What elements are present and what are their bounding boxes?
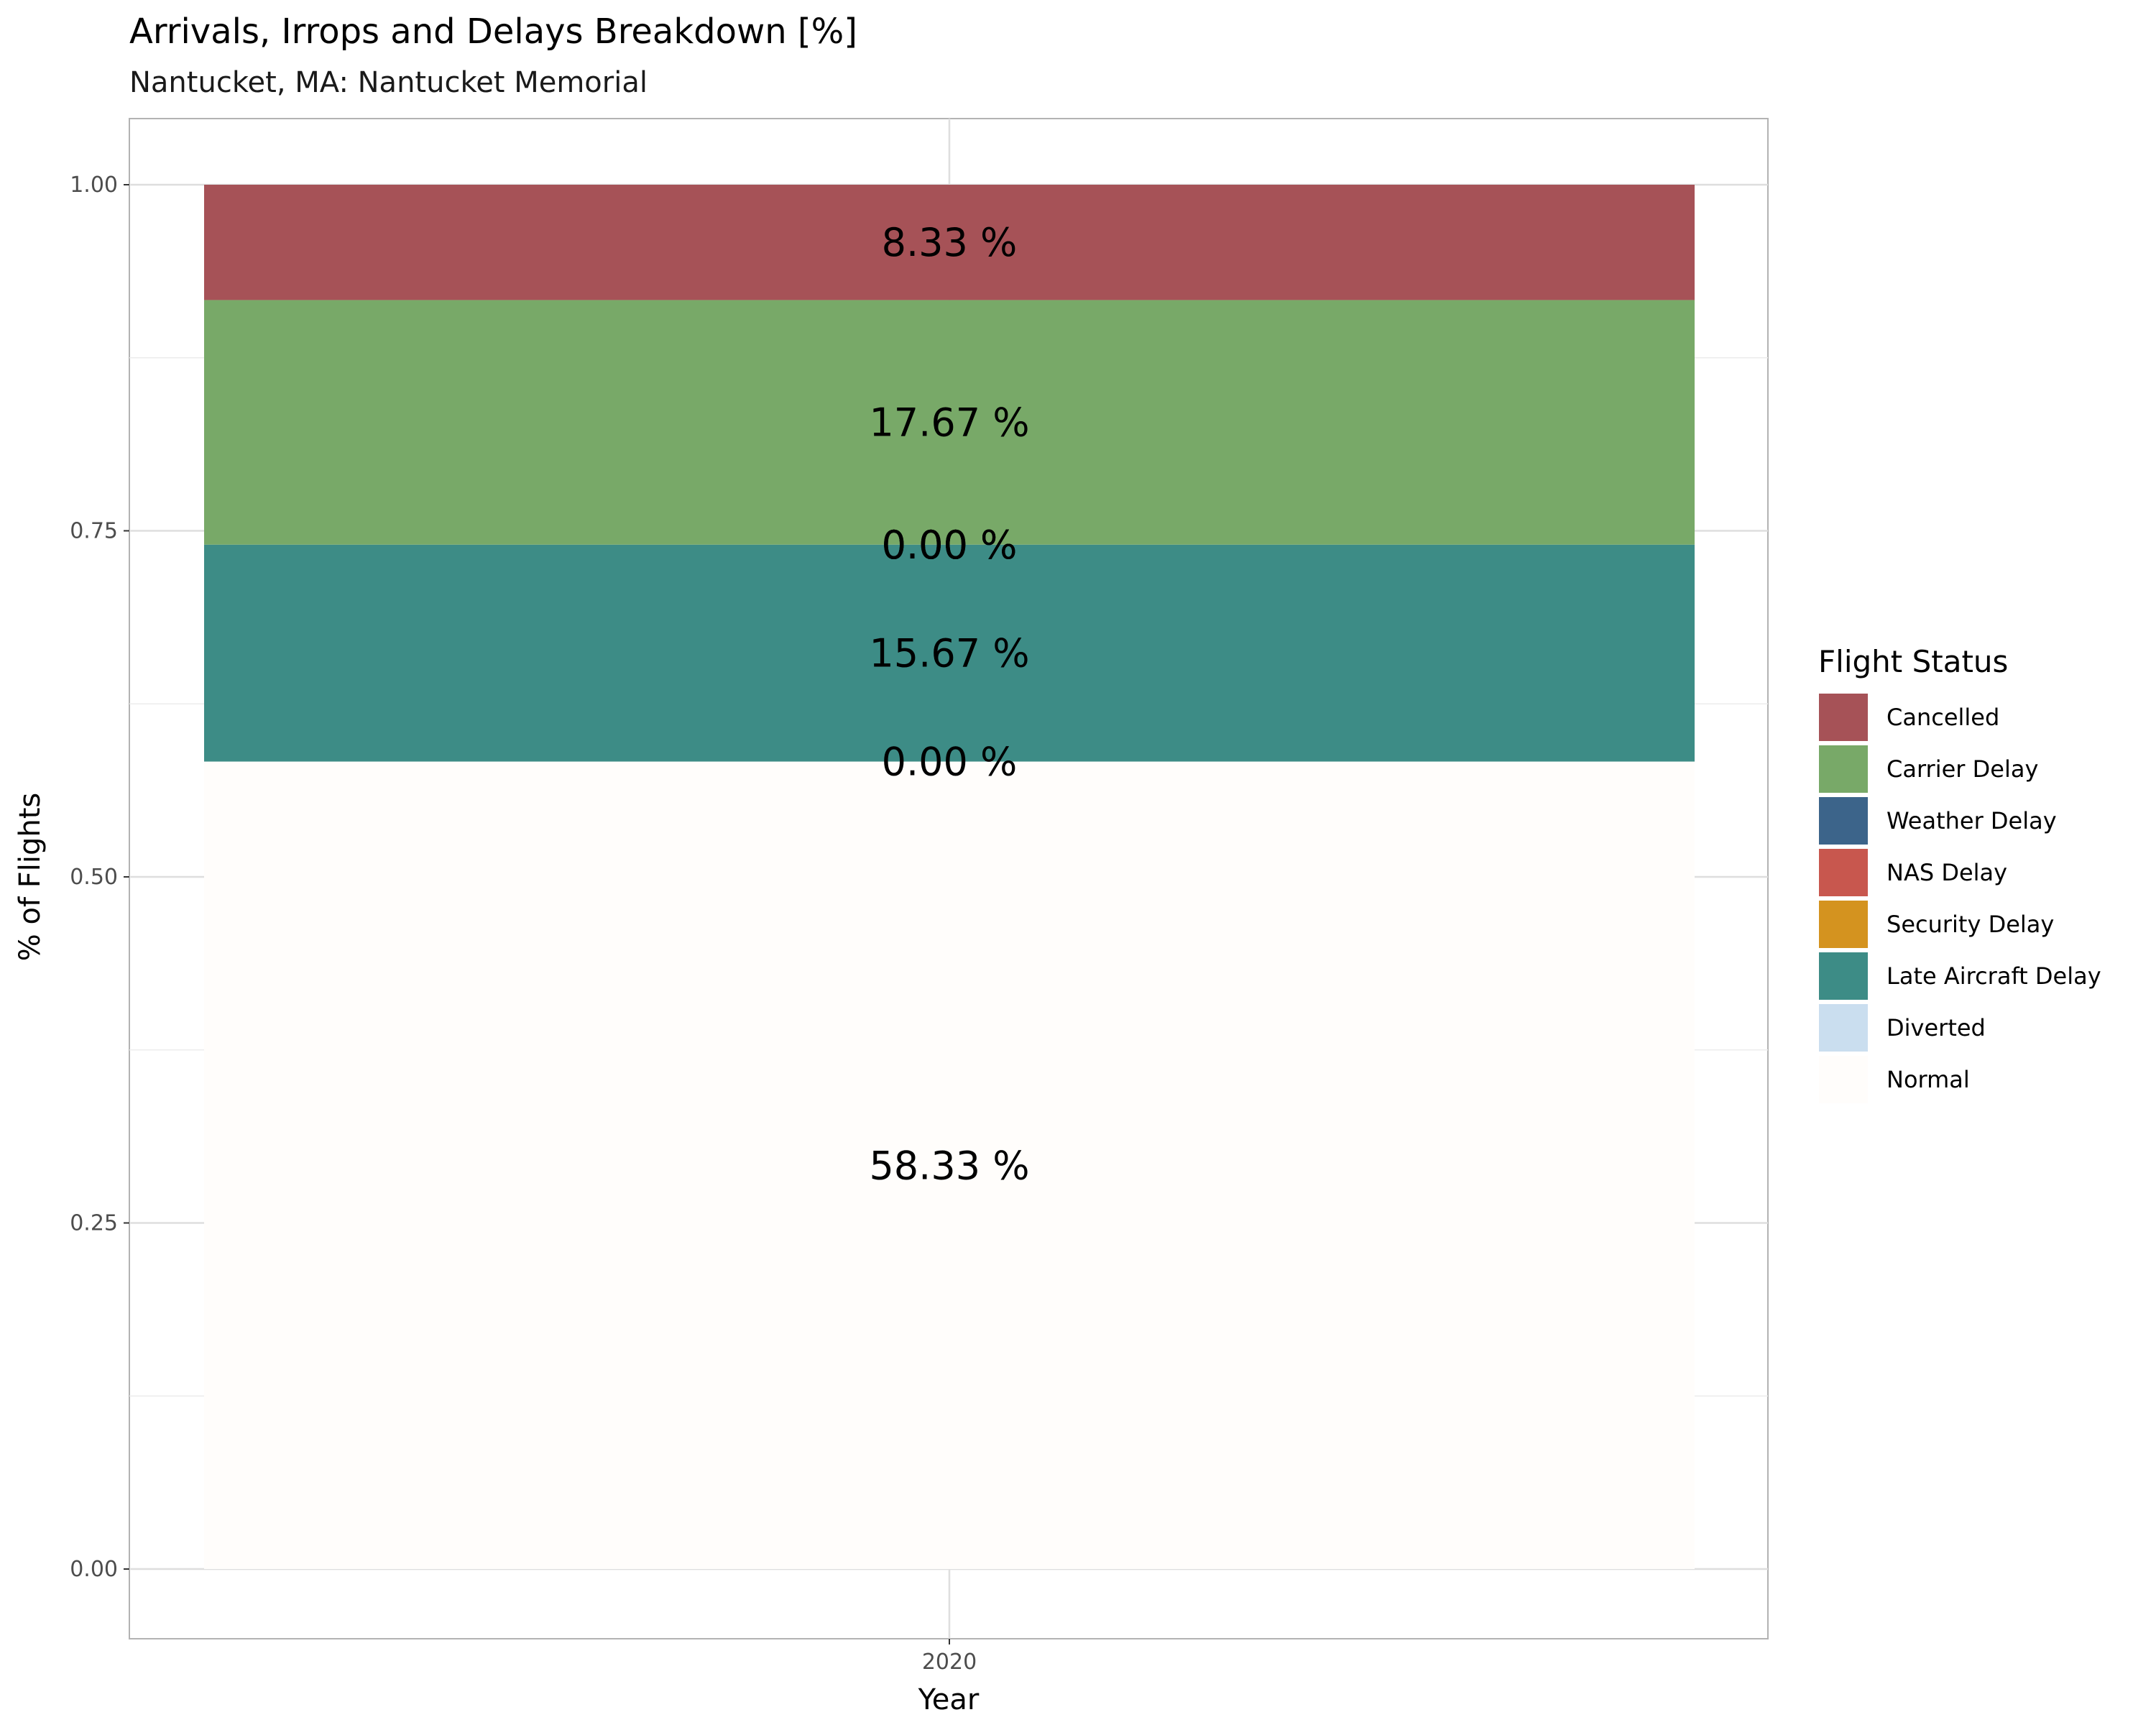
legend-key-carrier-delay	[1819, 745, 1868, 793]
y-tick-label: 0.75	[70, 519, 118, 544]
legend-title: Flight Status	[1818, 644, 2008, 679]
bar-segment-carrier-delay	[204, 300, 1695, 545]
x-tick-label: 2020	[922, 1650, 977, 1675]
x-axis: 2020	[922, 1639, 977, 1675]
chart-subtitle: Nantucket, MA: Nantucket Memorial	[129, 66, 648, 99]
chart-title: Arrivals, Irrops and Delays Breakdown [%…	[129, 12, 857, 52]
legend-key-cancelled	[1819, 694, 1868, 741]
legend-key-nas-delay	[1819, 849, 1868, 896]
data-labels: 58.33 %0.00 %15.67 %0.00 %0.00 %0.00 %17…	[869, 220, 1029, 1188]
data-label-carrier-delay: 17.67 %	[869, 400, 1029, 446]
data-label-diverted: 0.00 %	[882, 740, 1018, 785]
legend-key-late-aircraft-delay	[1819, 952, 1868, 1000]
legend-label-nas-delay: NAS Delay	[1886, 859, 2007, 886]
legend-label-late-aircraft-delay: Late Aircraft Delay	[1886, 962, 2101, 990]
x-axis-title: Year	[918, 1683, 980, 1716]
legend-label-cancelled: Cancelled	[1886, 704, 1999, 731]
y-axis: 0.00 0.25 0.50 0.75 1.00	[70, 172, 129, 1582]
legend-key-diverted	[1819, 1004, 1868, 1052]
data-label-late-aircraft-delay: 15.67 %	[869, 631, 1029, 676]
legend-label-diverted: Diverted	[1886, 1014, 1986, 1041]
data-label-normal: 58.33 %	[869, 1143, 1029, 1188]
legend-label-security-delay: Security Delay	[1886, 911, 2054, 938]
legend-label-weather-delay: Weather Delay	[1886, 807, 2057, 834]
data-label-nas-delay: 0.00 %	[882, 523, 1018, 568]
y-tick-label: 0.25	[70, 1211, 118, 1236]
y-tick-label: 0.00	[70, 1557, 118, 1582]
y-axis-title: % of Flights	[14, 793, 47, 962]
legend-key-weather-delay	[1819, 797, 1868, 845]
bar-segment-cancelled	[204, 185, 1695, 300]
y-tick-label: 1.00	[70, 172, 118, 198]
data-label-cancelled: 8.33 %	[882, 220, 1018, 265]
legend: Flight Status Cancelled Carrier Delay Weat…	[1818, 644, 2101, 1103]
bar-segment-late-aircraft-delay	[204, 544, 1695, 762]
bar-stack	[204, 185, 1695, 1569]
legend-key-normal	[1819, 1056, 1868, 1103]
legend-label-normal: Normal	[1886, 1066, 1970, 1093]
bar-segment-normal	[204, 761, 1695, 1569]
legend-key-security-delay	[1819, 901, 1868, 948]
data-label-security-delay: 0.00 %	[882, 523, 1018, 568]
legend-label-carrier-delay: Carrier Delay	[1886, 755, 2038, 783]
y-tick-label: 0.50	[70, 865, 118, 890]
data-label-weather-delay: 0.00 %	[882, 523, 1018, 568]
